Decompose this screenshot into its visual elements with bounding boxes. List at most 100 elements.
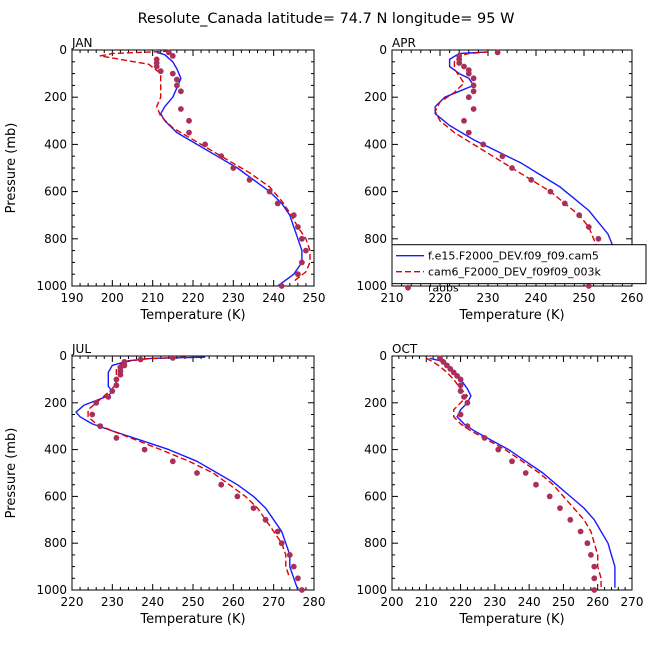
raob-point bbox=[591, 563, 598, 570]
x-tick-label: 260 bbox=[586, 595, 609, 609]
series-raobs bbox=[153, 49, 309, 289]
raob-point bbox=[194, 470, 200, 476]
raob-point bbox=[465, 129, 472, 136]
y-tick-label: 1000 bbox=[356, 583, 387, 597]
raob-point bbox=[299, 235, 305, 242]
plot-frame bbox=[71, 355, 315, 591]
raob-point bbox=[470, 75, 477, 82]
y-tick-label: 400 bbox=[44, 137, 67, 151]
raob-point bbox=[461, 394, 467, 400]
raob-point bbox=[456, 60, 463, 66]
x-tick-label: 230 bbox=[101, 595, 124, 609]
raob-point bbox=[295, 575, 301, 582]
raob-point bbox=[174, 76, 180, 83]
raob-point bbox=[266, 188, 273, 195]
y-tick-label: 0 bbox=[59, 349, 67, 363]
raob-point bbox=[509, 458, 515, 465]
raob-point bbox=[174, 82, 180, 89]
y-tick-label: 400 bbox=[44, 443, 67, 457]
x-tick-label: 240 bbox=[525, 291, 548, 305]
raob-point bbox=[495, 446, 502, 453]
raob-point bbox=[153, 63, 160, 70]
raob-point bbox=[464, 423, 471, 430]
legend-label: cam6_F2000_DEV_f09f09_003k bbox=[428, 266, 602, 279]
raob-point bbox=[585, 283, 592, 289]
figure-title: Resolute_Canada latitude= 74.7 N longitu… bbox=[138, 11, 515, 27]
x-tick-label: 220 bbox=[182, 291, 205, 305]
raob-point bbox=[169, 355, 176, 361]
raob-point bbox=[113, 382, 120, 389]
y-tick-label: 1000 bbox=[36, 279, 67, 293]
x-tick-label: 250 bbox=[573, 291, 596, 305]
raob-point bbox=[595, 235, 602, 242]
raob-point bbox=[295, 271, 301, 278]
raob-point bbox=[262, 516, 269, 523]
x-tick-label: 190 bbox=[61, 291, 84, 305]
raob-point bbox=[470, 82, 477, 89]
raob-point bbox=[169, 458, 176, 465]
raob-point bbox=[113, 435, 120, 441]
series-cam5-line bbox=[75, 356, 299, 591]
series-cam5-line bbox=[429, 357, 616, 588]
raob-point bbox=[97, 423, 104, 430]
raob-point bbox=[464, 399, 471, 406]
raob-point bbox=[290, 563, 297, 570]
raob-point bbox=[234, 493, 241, 500]
raob-point bbox=[461, 63, 467, 70]
y-tick-label: 200 bbox=[44, 90, 67, 104]
series-cam6-line bbox=[434, 51, 600, 287]
panel-title: JUL bbox=[71, 342, 91, 356]
panel-jul: 220 230 240 250 260 270 280 0 200 400 600 800 1000 JU… bbox=[4, 342, 325, 627]
raob-point bbox=[457, 388, 464, 394]
x-tick-label: 220 bbox=[61, 595, 84, 609]
raob-point bbox=[494, 49, 501, 56]
x-tick-label: 210 bbox=[381, 291, 404, 305]
raob-point bbox=[202, 141, 209, 148]
raob-point bbox=[591, 575, 598, 582]
legend-box bbox=[391, 244, 647, 285]
raob-point bbox=[246, 176, 253, 183]
x-tick-label: 230 bbox=[483, 595, 506, 609]
raob-point bbox=[186, 117, 192, 124]
raob-point bbox=[547, 188, 554, 195]
raob-point bbox=[465, 94, 472, 101]
x-tick-label: 230 bbox=[222, 291, 245, 305]
x-tick-label: 260 bbox=[222, 595, 245, 609]
raob-point bbox=[278, 540, 285, 547]
x-axis-label: Temperature (K) bbox=[458, 308, 564, 323]
x-tick-label: 210 bbox=[141, 291, 164, 305]
raob-point bbox=[546, 493, 553, 500]
raob-point bbox=[561, 200, 568, 207]
raob-point bbox=[274, 200, 281, 207]
raob-point bbox=[299, 259, 305, 266]
raob-point bbox=[461, 117, 467, 124]
raob-point bbox=[218, 153, 225, 160]
y-tick-label: 0 bbox=[379, 349, 387, 363]
raob-point bbox=[437, 355, 443, 362]
raob-point bbox=[576, 212, 583, 219]
raob-point bbox=[465, 70, 472, 77]
x-tick-label: 250 bbox=[182, 595, 205, 609]
series-cam6-line bbox=[99, 50, 311, 282]
panel-title: OCT bbox=[392, 342, 418, 356]
x-tick-label: 220 bbox=[449, 595, 472, 609]
series-raobs bbox=[89, 355, 305, 593]
y-tick-label: 600 bbox=[364, 185, 387, 199]
raob-point bbox=[522, 470, 529, 476]
x-axis-label: Temperature (K) bbox=[139, 308, 245, 323]
y-tick-label: 200 bbox=[44, 396, 67, 410]
y-tick-label: 800 bbox=[44, 536, 67, 550]
x-tick-label: 270 bbox=[621, 595, 644, 609]
x-tick-label: 230 bbox=[477, 291, 500, 305]
raob-point bbox=[117, 371, 124, 378]
raob-point bbox=[230, 165, 237, 171]
y-tick-label: 400 bbox=[364, 443, 387, 457]
raob-point bbox=[186, 129, 192, 136]
raob-point bbox=[567, 516, 574, 523]
raob-point bbox=[141, 446, 148, 453]
raob-point bbox=[109, 388, 116, 394]
series-raobs bbox=[437, 355, 598, 593]
y-tick-label: 800 bbox=[44, 232, 67, 246]
x-axis-label: Temperature (K) bbox=[458, 612, 564, 627]
y-axis-label: Pressure (mb) bbox=[4, 428, 19, 519]
